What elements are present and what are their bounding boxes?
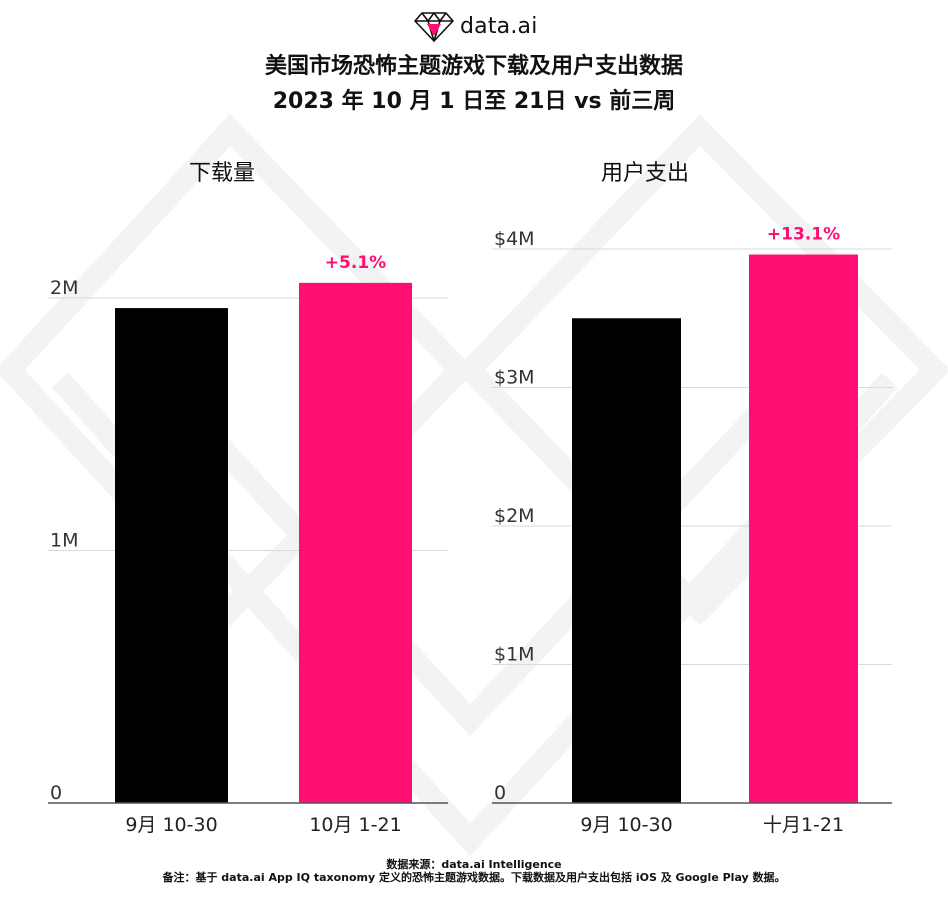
spending-category-label: 9月 10-30 [580,814,672,836]
spending-change-label: +13.1% [767,225,840,245]
spending-bar-prior [572,318,681,803]
downloads-ytick-label: 0 [50,782,62,804]
footer-note: 备注：基于 data.ai App IQ taxonomy 定义的恐怖主题游戏数… [162,871,786,884]
footer-source: 数据来源：data.ai Intelligence [386,858,562,871]
spending-bar-current [749,254,858,804]
downloads-ytick-label: 2M [50,277,78,299]
spending-panel-title: 用户支出 [600,161,689,186]
data-ai-logo: data.ai [414,10,538,42]
spending-ytick-label: $3M [494,367,535,389]
diamond-logo-icon [414,12,454,42]
chart-title-line1: 美国市场恐怖主题游戏下载及用户支出数据 [264,54,683,79]
spending-ytick-label: $2M [494,505,535,527]
downloads-bar-prior [115,308,228,803]
spending-category-label: 十月1-21 [763,814,844,836]
spending-ytick-label: 0 [494,782,506,804]
spending-ytick-label: $1M [494,644,535,666]
downloads-category-label: 10月 1-21 [309,814,401,836]
spending-ytick-label: $4M [494,228,535,250]
downloads-change-label: +5.1% [325,253,386,273]
downloads-panel-title: 下载量 [188,161,255,186]
logo-text: data.ai [460,13,538,39]
chart-title-line2: 2023 年 10 月 1 日至 21日 vs 前三周 [272,89,676,114]
downloads-bar-current [299,282,412,804]
downloads-ytick-label: 1M [50,530,78,552]
downloads-category-label: 9月 10-30 [125,814,217,836]
